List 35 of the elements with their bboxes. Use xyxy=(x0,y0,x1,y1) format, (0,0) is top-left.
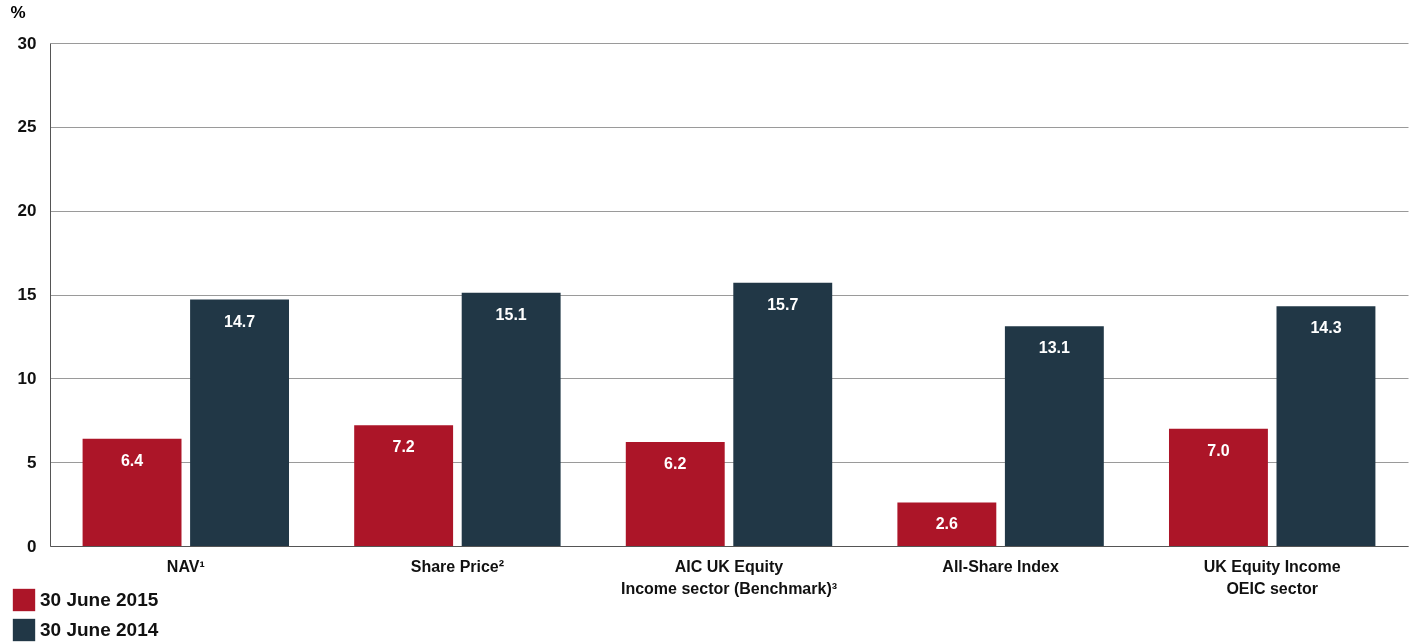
data-label: 13.1 xyxy=(1038,339,1071,357)
data-label: 2.6 xyxy=(935,515,959,533)
y-tick-label: 30 xyxy=(17,33,37,53)
data-label: 7.0 xyxy=(1207,441,1230,459)
bar xyxy=(733,282,833,546)
y-tick-label: 20 xyxy=(17,201,37,221)
data-label: 14.7 xyxy=(223,312,256,330)
y-axis-title: % xyxy=(10,2,26,22)
bar xyxy=(625,442,725,546)
legend-label: 30 June 2014 xyxy=(40,619,159,640)
data-label: 7.2 xyxy=(392,438,415,456)
x-tick-label: All-Share Index xyxy=(942,557,1059,575)
bar xyxy=(190,299,290,546)
bar xyxy=(461,292,561,546)
data-label: 6.4 xyxy=(120,451,144,469)
data-label: 15.1 xyxy=(495,305,527,323)
bar xyxy=(897,502,997,546)
legend-label: 30 June 2015 xyxy=(40,589,159,610)
y-tick-label: 10 xyxy=(17,368,37,388)
bar xyxy=(1168,428,1268,546)
bar xyxy=(354,425,454,546)
bar xyxy=(1004,326,1104,546)
y-tick-label: 0 xyxy=(27,536,37,556)
y-tick-label: 25 xyxy=(17,117,37,137)
data-label: 15.7 xyxy=(767,295,799,313)
data-label: 14.3 xyxy=(1310,319,1342,337)
x-tick-label: Share Price² xyxy=(410,557,505,575)
bar xyxy=(1276,306,1376,546)
data-label: 6.2 xyxy=(664,455,687,473)
x-tick-label: NAV¹ xyxy=(166,557,205,575)
y-tick-label: 5 xyxy=(27,452,37,472)
x-tick-label: UK Equity Income OEIC sector xyxy=(1203,557,1341,597)
bar xyxy=(82,438,182,546)
x-tick-label: AIC UK Equity Income sector (Benchmark)³ xyxy=(620,557,838,597)
y-tick-label: 15 xyxy=(17,285,37,304)
